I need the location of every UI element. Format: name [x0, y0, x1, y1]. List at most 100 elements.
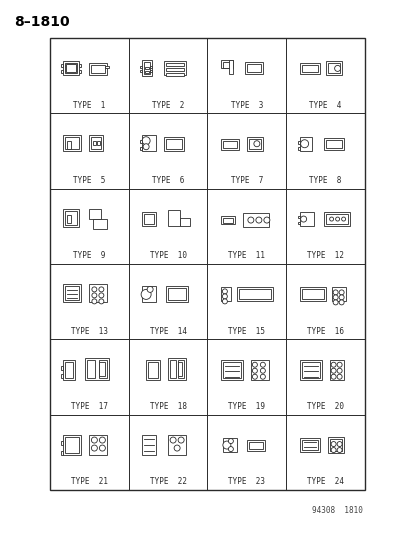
- Bar: [89, 435, 107, 455]
- Bar: [301, 440, 317, 450]
- Bar: [299, 212, 313, 226]
- Circle shape: [222, 289, 227, 294]
- Circle shape: [91, 437, 97, 443]
- Circle shape: [252, 374, 257, 379]
- Circle shape: [255, 217, 261, 223]
- Circle shape: [330, 368, 335, 373]
- Circle shape: [336, 441, 341, 447]
- Bar: [85, 358, 109, 379]
- Bar: [61, 64, 63, 67]
- Bar: [329, 439, 341, 451]
- Bar: [222, 362, 240, 378]
- Bar: [246, 440, 264, 451]
- Text: TYPE  9: TYPE 9: [73, 252, 105, 261]
- Bar: [89, 285, 107, 302]
- Bar: [61, 70, 63, 74]
- Circle shape: [263, 217, 269, 223]
- Bar: [327, 63, 339, 74]
- Bar: [63, 435, 81, 455]
- Bar: [89, 135, 103, 151]
- Bar: [145, 67, 149, 69]
- Circle shape: [178, 437, 184, 443]
- Bar: [178, 362, 182, 376]
- Circle shape: [92, 293, 97, 298]
- Bar: [301, 289, 323, 300]
- Bar: [250, 360, 268, 379]
- Bar: [63, 285, 81, 302]
- Text: TYPE  1: TYPE 1: [73, 101, 105, 110]
- Text: TYPE  2: TYPE 2: [152, 101, 184, 110]
- Circle shape: [252, 368, 257, 373]
- Circle shape: [334, 66, 340, 71]
- Circle shape: [300, 140, 308, 148]
- Bar: [329, 360, 343, 379]
- Circle shape: [222, 299, 227, 304]
- Circle shape: [338, 295, 343, 300]
- Bar: [140, 70, 142, 72]
- Bar: [166, 68, 184, 71]
- Bar: [89, 63, 107, 75]
- Bar: [301, 66, 317, 72]
- Circle shape: [99, 445, 105, 451]
- Circle shape: [332, 300, 337, 305]
- Bar: [140, 147, 142, 150]
- Circle shape: [329, 217, 333, 221]
- Bar: [93, 141, 96, 145]
- Bar: [168, 358, 186, 379]
- Bar: [222, 218, 232, 223]
- Circle shape: [330, 374, 335, 379]
- Bar: [63, 135, 81, 151]
- Bar: [61, 366, 63, 370]
- Bar: [178, 360, 184, 378]
- Circle shape: [174, 445, 180, 451]
- Bar: [221, 60, 232, 68]
- Bar: [168, 435, 186, 455]
- Text: TYPE  19: TYPE 19: [228, 402, 265, 411]
- Bar: [67, 141, 71, 149]
- Bar: [170, 360, 176, 378]
- Circle shape: [338, 290, 343, 295]
- Text: TYPE  6: TYPE 6: [152, 176, 184, 185]
- Bar: [142, 135, 156, 151]
- Text: 94308  1810: 94308 1810: [311, 506, 362, 515]
- Text: TYPE  17: TYPE 17: [71, 402, 108, 411]
- Bar: [63, 61, 79, 75]
- Bar: [79, 70, 81, 74]
- Bar: [297, 222, 299, 224]
- Bar: [65, 362, 73, 378]
- Bar: [50, 38, 364, 490]
- Text: TYPE  14: TYPE 14: [149, 327, 186, 336]
- Circle shape: [228, 447, 233, 451]
- Circle shape: [300, 216, 306, 222]
- Bar: [331, 287, 345, 301]
- Bar: [166, 63, 184, 67]
- Bar: [67, 215, 71, 223]
- Bar: [164, 137, 184, 151]
- Bar: [142, 60, 152, 76]
- Bar: [325, 214, 347, 224]
- Text: TYPE  10: TYPE 10: [149, 252, 186, 261]
- Bar: [325, 140, 341, 148]
- Bar: [140, 67, 142, 68]
- Bar: [246, 137, 262, 151]
- Bar: [236, 287, 272, 301]
- Circle shape: [336, 362, 341, 367]
- Circle shape: [330, 441, 335, 447]
- Text: TYPE  24: TYPE 24: [306, 478, 343, 487]
- Circle shape: [330, 448, 335, 453]
- Circle shape: [147, 286, 153, 293]
- Bar: [93, 219, 107, 229]
- Circle shape: [143, 144, 149, 150]
- Bar: [79, 64, 81, 67]
- Text: TYPE  20: TYPE 20: [306, 402, 343, 411]
- Text: TYPE  12: TYPE 12: [306, 252, 343, 261]
- Circle shape: [332, 295, 337, 300]
- Circle shape: [222, 441, 230, 449]
- Bar: [61, 374, 63, 378]
- Text: TYPE  18: TYPE 18: [149, 402, 186, 411]
- Circle shape: [99, 293, 104, 298]
- Circle shape: [260, 374, 265, 379]
- Circle shape: [92, 287, 97, 292]
- Circle shape: [332, 290, 337, 295]
- Bar: [89, 209, 101, 219]
